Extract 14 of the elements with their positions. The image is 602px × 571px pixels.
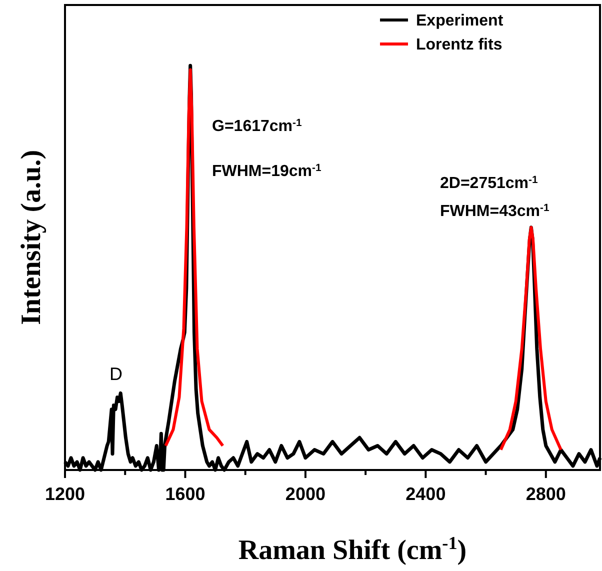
x-tick-label: 2800 — [526, 484, 566, 504]
legend-label: Experiment — [416, 12, 504, 30]
annotation: FWHM=43cm$^{-1}$ — [440, 202, 550, 220]
annotation: G=1617cm$^{-1}$ — [212, 118, 302, 135]
x-tick-label: 1200 — [44, 484, 86, 504]
x-axis-title: Raman Shift (cm$^{-1}$) — [238, 533, 467, 566]
annotation: FWHM=19cm$^{-1}$ — [212, 162, 322, 180]
annotation: D — [110, 364, 122, 384]
annotation: 2D=2751cm$^{-1}$ — [440, 174, 538, 192]
x-tick-label: 1600 — [165, 484, 206, 504]
x-tick-label: 2400 — [406, 484, 446, 504]
x-tick-label: 2000 — [285, 484, 326, 504]
legend-label: Lorentz fits — [416, 36, 502, 54]
y-axis-title: Intensity (a.u.) — [16, 150, 47, 326]
